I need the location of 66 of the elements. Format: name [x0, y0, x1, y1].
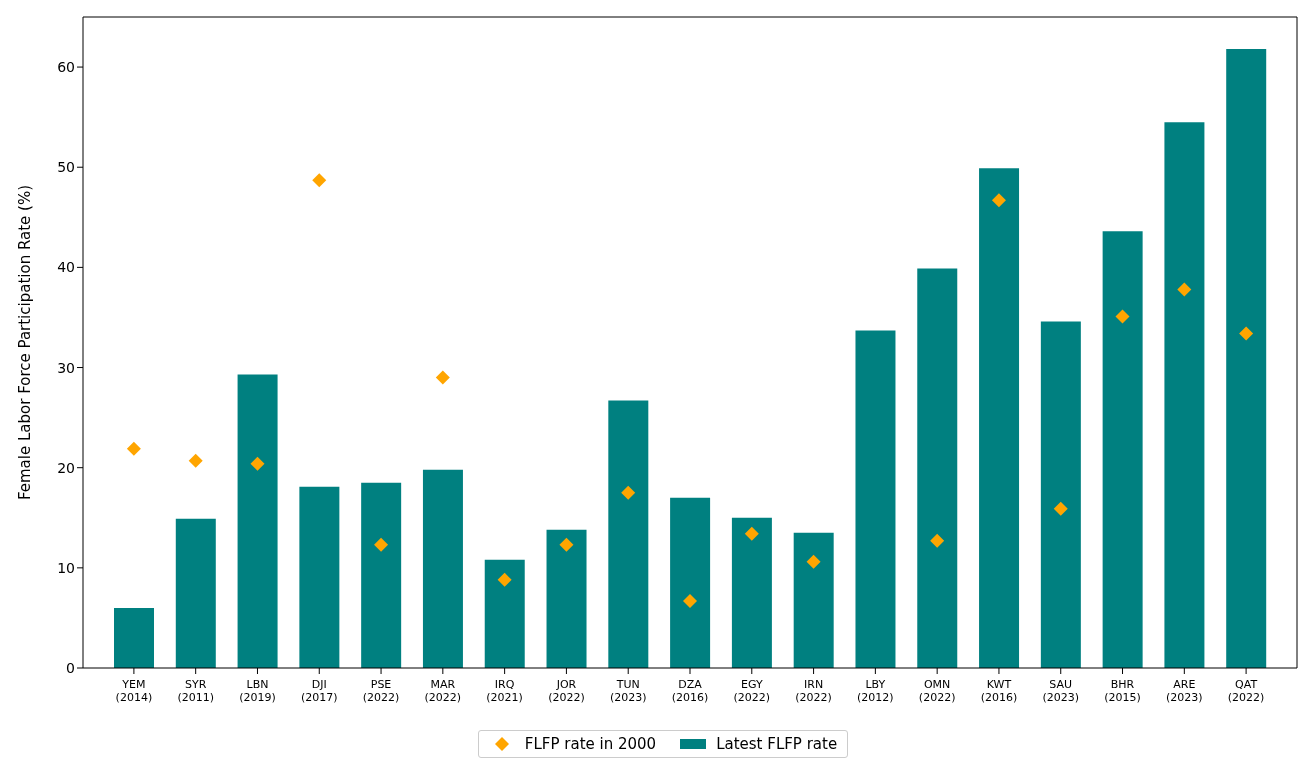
- point: [744, 526, 759, 541]
- x-tick-label: LBY (2012): [857, 678, 894, 704]
- x-tick-label: IRN (2022): [795, 678, 832, 704]
- x-tick-label: KWT (2016): [980, 678, 1018, 704]
- legend-label: FLFP rate in 2000: [523, 735, 657, 753]
- x-tick-label: DJI (2017): [300, 678, 338, 704]
- x-tick-label: EGY (2022): [733, 678, 771, 704]
- x-tick-label: DZA (2016): [671, 678, 709, 704]
- bar: [1164, 122, 1205, 668]
- x-tick-label: BHR (2015): [1104, 678, 1141, 704]
- point: [374, 537, 389, 552]
- point: [497, 572, 512, 587]
- bar: [1102, 231, 1143, 668]
- bar: [917, 268, 958, 668]
- x-tick-label: TUN (2023): [609, 678, 647, 704]
- bar: [1226, 49, 1267, 668]
- x-tick-label: SYR (2011): [177, 678, 214, 704]
- bar: [484, 559, 525, 668]
- bar: [546, 529, 587, 668]
- x-tick-label: QAT (2022): [1227, 678, 1265, 704]
- point: [435, 370, 450, 385]
- bar: [670, 497, 711, 668]
- bar: [793, 532, 834, 668]
- legend-label: Latest FLFP rate: [715, 735, 838, 753]
- point: [250, 456, 265, 471]
- point: [621, 485, 636, 500]
- y-axis-title: Female Labor Force Participation Rate (%): [16, 184, 35, 501]
- point: [1115, 309, 1130, 324]
- point: [806, 554, 821, 569]
- x-tick-label: SAU (2023): [1042, 678, 1080, 704]
- x-tick-label: LBN (2019): [239, 678, 276, 704]
- bar: [237, 374, 278, 668]
- point: [683, 593, 697, 608]
- x-tick-label: OMN (2022): [918, 678, 956, 704]
- y-tick-label: 10: [57, 559, 75, 576]
- bar: [422, 469, 463, 668]
- x-tick-label: MAR (2022): [424, 678, 462, 704]
- y-tick-label: 0: [66, 659, 75, 676]
- x-tick-label: JOR (2022): [548, 678, 585, 704]
- bar: [979, 168, 1020, 668]
- y-tick-label: 40: [57, 259, 75, 276]
- bar: [731, 517, 772, 668]
- point: [1177, 282, 1192, 297]
- point: [312, 173, 327, 188]
- y-tick-label: 50: [57, 159, 75, 176]
- point: [1053, 501, 1068, 516]
- x-tick-label: YEM (2014): [115, 678, 153, 704]
- bar: [608, 400, 649, 668]
- point: [1239, 326, 1254, 341]
- bar: [114, 607, 154, 668]
- point: [126, 441, 141, 456]
- y-tick-label: 20: [57, 459, 75, 476]
- y-tick-label: 60: [57, 59, 75, 76]
- point: [188, 453, 203, 468]
- y-tick-label: 30: [57, 359, 75, 376]
- bar: [361, 482, 402, 668]
- x-tick-label: IRQ (2021): [486, 678, 523, 704]
- point: [991, 193, 1006, 208]
- x-tick-label: ARE (2023): [1166, 678, 1203, 704]
- bar: [1040, 321, 1081, 668]
- bar: [855, 330, 896, 668]
- point: [559, 537, 574, 552]
- bar: [299, 486, 340, 668]
- bar: [175, 518, 216, 668]
- x-tick-label: PSE (2022): [362, 678, 400, 704]
- point: [930, 533, 945, 548]
